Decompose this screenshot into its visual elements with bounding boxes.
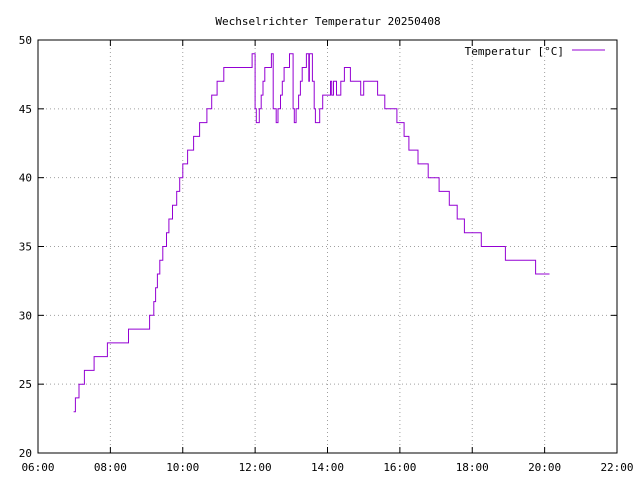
- grid: [38, 40, 617, 453]
- y-tick-label: 30: [19, 309, 32, 322]
- x-tick-label: 16:00: [383, 461, 416, 474]
- legend: Temperatur [°C]: [465, 45, 605, 58]
- y-tick-label: 40: [19, 172, 32, 185]
- x-tick-label: 18:00: [456, 461, 489, 474]
- legend-label: Temperatur [°C]: [465, 45, 564, 58]
- axes: 06:00 08:00 10:00 12:00 14:00 16:00 18:00 20:00…: [19, 34, 634, 474]
- y-tick-label: 45: [19, 103, 32, 116]
- x-tick-label: 06:00: [21, 461, 54, 474]
- x-tick-label: 08:00: [94, 461, 127, 474]
- y-tick-label: 35: [19, 241, 32, 254]
- series-line: [73, 53, 550, 413]
- chart-title: Wechselrichter Temperatur 20250408: [215, 15, 440, 28]
- x-tick-label: 20:00: [528, 461, 561, 474]
- y-tick-label: 50: [19, 34, 32, 47]
- x-tick-label: 14:00: [311, 461, 344, 474]
- y-tick-label: 20: [19, 447, 32, 460]
- x-tick-label: 22:00: [600, 461, 633, 474]
- series-group: [73, 53, 550, 413]
- x-tick-label: 10:00: [166, 461, 199, 474]
- y-tick-label: 25: [19, 378, 32, 391]
- x-tick-label: 12:00: [239, 461, 272, 474]
